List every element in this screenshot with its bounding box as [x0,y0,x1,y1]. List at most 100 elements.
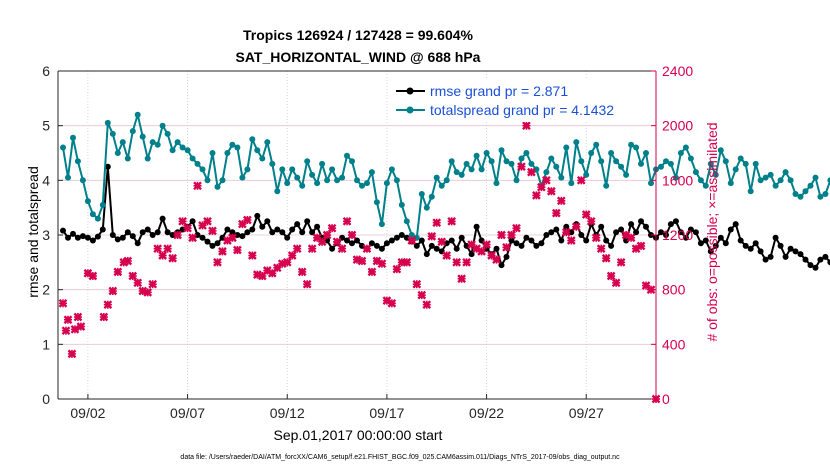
point-totalspread [578,158,585,165]
point-totalspread [508,160,515,167]
point-rmse [60,227,66,234]
point-totalspread [433,174,440,181]
point-assimilated [387,298,397,308]
point-totalspread [294,174,301,181]
point-rmse [777,242,784,249]
point-totalspread [154,141,161,148]
point-totalspread [309,171,316,178]
point-totalspread [403,218,410,225]
point-rmse [229,229,236,236]
point-assimilated [357,256,367,266]
point-totalspread [179,144,186,151]
point-rmse [129,233,136,240]
point-totalspread [388,166,395,173]
point-assimilated [173,230,182,240]
point-rmse [169,232,176,238]
x-tick-label: 09/17 [369,405,404,421]
point-rmse [189,218,196,225]
point-totalspread [139,133,146,140]
point-totalspread [244,166,251,173]
point-totalspread [553,163,560,170]
point-totalspread [648,180,654,187]
y-tick-label-right: 2400 [662,63,693,79]
point-totalspread [383,180,390,187]
footer-datafile: data file: /Users/raeder/DAI/ATM_forcXX/… [180,454,620,461]
point-rmse [393,234,400,241]
point-totalspread [458,171,465,178]
point-totalspread [84,198,91,205]
point-rmse [742,242,749,249]
legend-rmse-marker [406,87,414,95]
point-rmse [618,226,625,233]
x-axis-label: Sep.01,2017 00:00:00 start [274,427,443,443]
point-assimilated [248,251,257,260]
point-assimilated [422,300,432,310]
point-rmse [802,256,809,263]
point-totalspread [60,144,66,151]
point-rmse [418,237,425,244]
point-totalspread [224,150,231,156]
point-assimilated [462,257,471,267]
point-totalspread [284,180,291,187]
point-totalspread [209,150,216,156]
point-totalspread [184,147,191,154]
point-rmse [154,229,161,236]
point-assimilated [611,278,621,288]
point-totalspread [543,169,550,176]
point-rmse [523,234,530,241]
point-totalspread [259,155,266,162]
point-totalspread [269,160,276,167]
point-rmse [762,256,769,263]
point-assimilated [133,278,143,288]
point-assimilated [307,244,317,254]
point-assimilated [153,244,163,254]
point-rmse [797,251,804,258]
point-assimilated [566,236,576,245]
point-totalspread [354,177,360,184]
point-assimilated [103,300,113,310]
point-assimilated [61,326,71,336]
point-totalspread [304,158,311,165]
point-totalspread [373,199,380,206]
point-rmse [747,245,754,252]
point-rmse [294,221,301,228]
point-totalspread [643,150,649,156]
point-rmse [578,232,585,238]
point-rmse [717,234,724,241]
point-totalspread [548,155,555,162]
point-rmse [164,229,171,236]
y-axis-label-left: rmse and totalspread [25,166,41,298]
point-rmse [603,237,610,244]
point-rmse [214,240,221,247]
point-rmse [493,245,500,252]
point-rmse [827,259,830,266]
point-totalspread [364,180,370,187]
point-rmse [663,232,669,238]
point-assimilated [542,175,551,185]
point-totalspread [234,144,241,151]
y-tick-label-left: 0 [42,391,50,407]
point-assimilated [158,251,167,260]
point-rmse [553,226,560,233]
point-assimilated [148,279,158,289]
point-totalspread [129,128,136,135]
point-assimilated [507,230,516,240]
point-rmse [344,237,350,244]
point-totalspread [219,177,226,184]
point-assimilated [482,240,491,249]
point-assimilated [63,315,73,325]
point-rmse [274,226,281,233]
point-totalspread [638,160,644,167]
point-rmse [528,237,535,244]
point-rmse [224,226,231,233]
point-totalspread [762,174,769,181]
point-totalspread [752,160,759,167]
point-assimilated [571,222,581,232]
point-rmse [687,226,694,233]
point-rmse [702,237,709,244]
point-totalspread [89,211,96,218]
point-totalspread [623,171,630,178]
point-rmse [782,253,789,260]
point-assimilated [282,257,292,267]
